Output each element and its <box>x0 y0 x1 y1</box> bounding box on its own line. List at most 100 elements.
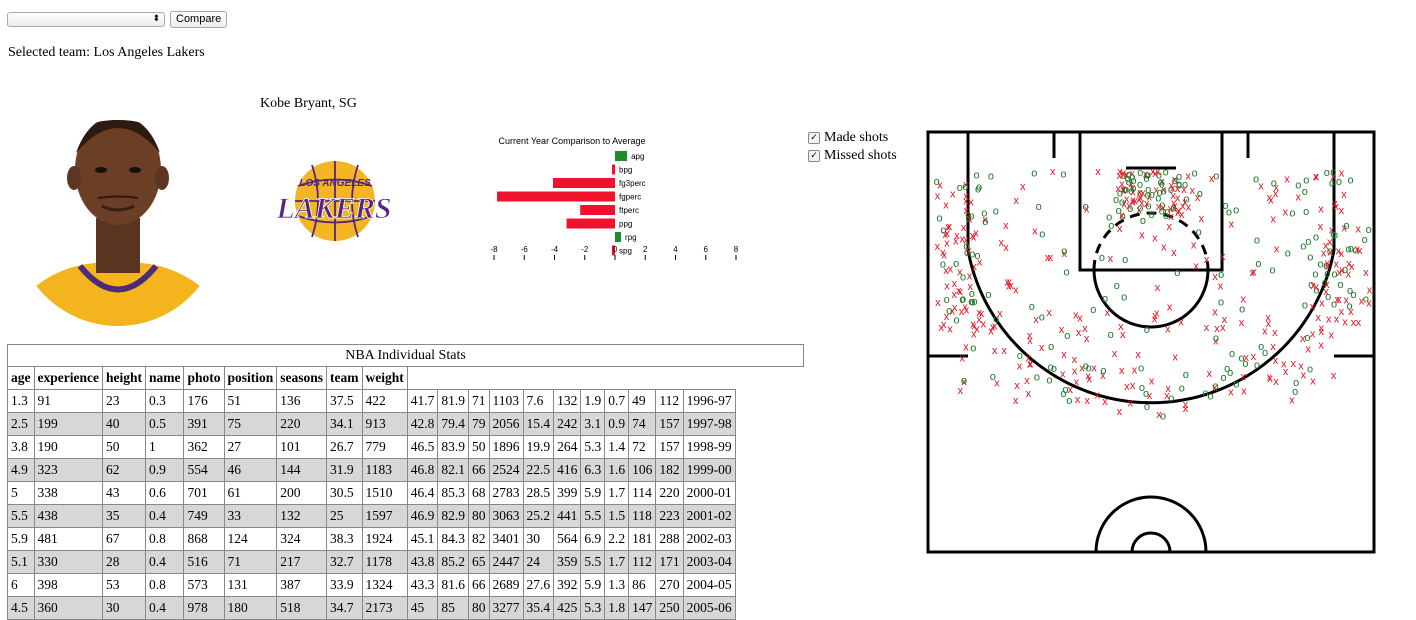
table-cell: 25 <box>326 504 363 528</box>
missed-shot-mark: x <box>941 249 947 261</box>
table-cell: 324 <box>276 527 328 551</box>
table-cell: 7.6 <box>522 389 555 413</box>
missed-shot-mark: x <box>976 314 982 326</box>
table-cell: 200 <box>276 481 328 505</box>
missed-shots-checkbox[interactable]: ✓ <box>808 150 820 162</box>
table-cell: 392 <box>553 573 582 597</box>
missed-shot-mark: x <box>940 247 946 259</box>
made-shot-mark: o <box>1158 177 1164 189</box>
missed-shot-mark: x <box>1124 381 1130 393</box>
made-shot-mark: o <box>1160 410 1166 422</box>
made-shot-mark: o <box>1213 333 1219 345</box>
table-cell: 0.9 <box>604 412 630 436</box>
table-cell: 32.7 <box>326 550 363 574</box>
missed-shot-mark: x <box>1026 353 1032 365</box>
team-select[interactable]: ⬍ <box>7 12 165 27</box>
missed-shot-mark: x <box>1121 199 1127 211</box>
made-shot-mark: o <box>959 294 965 306</box>
missed-shot-mark: x <box>1117 406 1123 418</box>
missed-shot-mark: x <box>1318 203 1324 215</box>
made-shot-mark: o <box>1117 187 1123 199</box>
missed-shot-mark: x <box>954 230 960 242</box>
made-shot-mark: o <box>969 288 975 300</box>
missed-shot-mark: x <box>1120 185 1126 197</box>
missed-shot-mark: x <box>1095 166 1101 178</box>
made-shot-mark: o <box>1060 388 1066 400</box>
table-cell: 124 <box>223 527 278 551</box>
missed-shot-mark: x <box>1318 221 1324 233</box>
table-cell: 35 <box>101 504 146 528</box>
made-shot-mark: o <box>1224 363 1230 375</box>
table-cell: 330 <box>33 550 103 574</box>
made-shot-mark: o <box>975 184 981 196</box>
missed-shot-mark: x <box>1130 194 1136 206</box>
table-cell: 106 <box>628 458 657 482</box>
missed-shot-mark: x <box>1084 204 1090 216</box>
table-cell: 2056 <box>488 412 524 436</box>
missed-shot-mark: x <box>1130 380 1136 392</box>
column-header-seasons: seasons <box>276 366 328 390</box>
table-cell: 2004-05 <box>682 573 736 597</box>
table-cell: 114 <box>628 481 657 505</box>
made-shot-mark: o <box>1292 386 1298 398</box>
table-cell: 101 <box>276 435 328 459</box>
missed-shot-mark: x <box>1179 209 1185 221</box>
made-shot-mark: o <box>1064 266 1070 278</box>
missed-shot-mark: x <box>944 281 950 293</box>
missed-shot-mark: x <box>1313 171 1319 183</box>
made-shots-checkbox[interactable]: ✓ <box>808 132 820 144</box>
table-cell: 2.2 <box>604 527 630 551</box>
made-shot-mark: o <box>1156 170 1162 182</box>
bar-label-ppg: ppg <box>619 220 632 229</box>
missed-shot-mark: x <box>1102 396 1108 408</box>
missed-shot-mark: x <box>1170 182 1176 194</box>
table-cell: 23 <box>101 389 146 413</box>
missed-shot-mark: x <box>948 263 954 275</box>
player-name: Kobe Bryant, SG <box>260 96 357 111</box>
table-cell: 144 <box>276 458 328 482</box>
table-cell: 71 <box>468 389 490 413</box>
missed-shot-mark: x <box>943 199 949 211</box>
made-shot-mark: o <box>1116 205 1122 217</box>
table-cell: 2783 <box>488 481 524 505</box>
table-cell: 53 <box>101 573 146 597</box>
missed-shots-filter[interactable]: ✓ Missed shots <box>808 148 897 164</box>
made-shot-mark: o <box>1062 384 1068 396</box>
missed-shot-mark: x <box>1336 294 1342 306</box>
made-shot-mark: o <box>1121 170 1127 182</box>
compare-button[interactable]: Compare <box>170 11 228 28</box>
table-cell: 438 <box>33 504 103 528</box>
table-cell: 1997-98 <box>682 412 736 436</box>
table-cell: 2003-04 <box>682 550 736 574</box>
table-cell: 1.7 <box>604 481 630 505</box>
missed-shot-mark: x <box>1135 349 1141 361</box>
table-cell: 0.8 <box>144 527 185 551</box>
bar-label-ftperc: ftperc <box>619 206 639 215</box>
made-shot-mark: o <box>1139 382 1145 394</box>
missed-shot-mark: x <box>1007 276 1013 288</box>
made-shot-mark: o <box>1159 205 1165 217</box>
made-shot-mark: o <box>1159 179 1165 191</box>
bar-fg3perc <box>552 178 615 188</box>
logo-line2: LAKERS <box>275 192 391 225</box>
missed-shot-mark: x <box>1270 214 1276 226</box>
missed-shot-mark: x <box>1333 201 1339 213</box>
made-shot-mark: o <box>1347 300 1353 312</box>
table-cell: 82.9 <box>437 504 470 528</box>
table-cell: 15.4 <box>522 412 555 436</box>
table-cell: 199 <box>33 412 103 436</box>
team-logo: LOS ANGELES LAKERS <box>275 161 392 241</box>
made-shot-mark: o <box>1337 279 1343 291</box>
made-shots-filter[interactable]: ✓ Made shots <box>808 130 888 146</box>
made-shot-mark: o <box>972 296 978 308</box>
made-shot-mark: o <box>1342 264 1348 276</box>
missed-shot-mark: x <box>1165 323 1171 335</box>
missed-shot-mark: x <box>1182 196 1188 208</box>
missed-shot-mark: x <box>1061 349 1067 361</box>
missed-shot-mark: x <box>1161 184 1167 196</box>
missed-shot-mark: x <box>1077 313 1083 325</box>
missed-shot-mark: x <box>1249 267 1255 279</box>
missed-shot-mark: x <box>1267 373 1273 385</box>
missed-shot-mark: x <box>1356 317 1362 329</box>
missed-shot-mark: x <box>1128 397 1134 409</box>
